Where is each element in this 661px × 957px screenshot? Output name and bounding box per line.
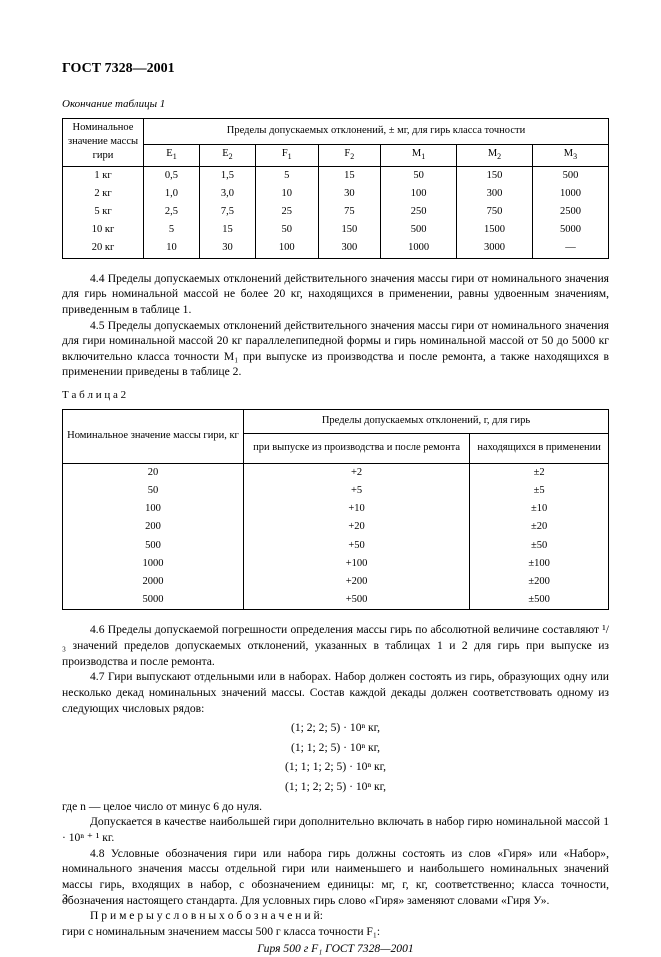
t2-cell: +2 bbox=[244, 463, 470, 482]
t2-cell: ±5 bbox=[470, 482, 609, 500]
para-4-6: 4.6 Пределы допускаемой погрешности опре… bbox=[62, 622, 609, 669]
t2-cell: ±200 bbox=[470, 573, 609, 591]
t2-sub2: находящихся в применении bbox=[470, 433, 609, 463]
series-line: (1; 1; 2; 5) · 10ⁿ кг, bbox=[62, 740, 609, 756]
t2-sub1: при выпуске из производства и после ремо… bbox=[244, 433, 470, 463]
t1-value-cell: 250 bbox=[381, 203, 457, 221]
t2-cell: ±20 bbox=[470, 518, 609, 536]
t1-value-cell: 1000 bbox=[381, 239, 457, 258]
t2-cell: ±500 bbox=[470, 591, 609, 610]
series-block: (1; 2; 2; 5) · 10ⁿ кг, (1; 1; 2; 5) · 10ⁿ… bbox=[62, 720, 609, 795]
t1-col0-header: Номинальное значение массы гири bbox=[63, 118, 144, 166]
t2-cell: 20 bbox=[63, 463, 244, 482]
t2-cell: +100 bbox=[244, 555, 470, 573]
t1-value-cell: 75 bbox=[318, 203, 381, 221]
table2: Номинальное значение массы гири, кг Пред… bbox=[62, 409, 609, 610]
t1-value-cell: 1,5 bbox=[199, 166, 255, 185]
para-4-8: 4.8 Условные обозначения гири или набора… bbox=[62, 846, 609, 909]
t1-value-cell: — bbox=[532, 239, 608, 258]
t2-cell: 2000 bbox=[63, 573, 244, 591]
t2-cell: 50 bbox=[63, 482, 244, 500]
t1-value-cell: 2500 bbox=[532, 203, 608, 221]
t1-value-cell: 5000 bbox=[532, 221, 608, 239]
t1-value-cell: 1500 bbox=[457, 221, 533, 239]
t1-value-cell: 1000 bbox=[532, 185, 608, 203]
t2-cell: +500 bbox=[244, 591, 470, 610]
t1-mass-cell: 10 кг bbox=[63, 221, 144, 239]
series-line: (1; 1; 2; 2; 5) · 10ⁿ кг, bbox=[62, 779, 609, 795]
t1-value-cell: 15 bbox=[199, 221, 255, 239]
page-number: 3 bbox=[62, 890, 68, 906]
t2-cell: 200 bbox=[63, 518, 244, 536]
t1-class-header: F1 bbox=[255, 144, 318, 166]
t1-value-cell: 150 bbox=[318, 221, 381, 239]
para-4-7-where: где n — целое число от минус 6 до нуля. bbox=[62, 799, 609, 815]
t1-value-cell: 3000 bbox=[457, 239, 533, 258]
t1-mass-cell: 20 кг bbox=[63, 239, 144, 258]
t2-cell: 500 bbox=[63, 537, 244, 555]
t1-value-cell: 30 bbox=[318, 185, 381, 203]
t1-value-cell: 300 bbox=[318, 239, 381, 258]
t1-value-cell: 500 bbox=[532, 166, 608, 185]
series-line: (1; 1; 1; 2; 5) · 10ⁿ кг, bbox=[62, 759, 609, 775]
t1-class-header: E2 bbox=[199, 144, 255, 166]
t1-mass-cell: 5 кг bbox=[63, 203, 144, 221]
t2-cell: ±100 bbox=[470, 555, 609, 573]
t1-value-cell: 0,5 bbox=[144, 166, 200, 185]
t2-cell: +10 bbox=[244, 500, 470, 518]
para-4-4: 4.4 Пределы допускаемых отклонений дейст… bbox=[62, 271, 609, 318]
para-4-5: 4.5 Пределы допускаемых отклонений дейст… bbox=[62, 318, 609, 381]
t1-value-cell: 10 bbox=[255, 185, 318, 203]
t1-value-cell: 150 bbox=[457, 166, 533, 185]
t2-cell: 5000 bbox=[63, 591, 244, 610]
t1-value-cell: 300 bbox=[457, 185, 533, 203]
example1: Гиря 500 г F₁ ГОСТ 7328—2001 bbox=[62, 941, 609, 957]
t1-value-cell: 100 bbox=[381, 185, 457, 203]
t1-value-cell: 2,5 bbox=[144, 203, 200, 221]
t2-col0-header: Номинальное значение массы гири, кг bbox=[63, 409, 244, 463]
t1-value-cell: 1,0 bbox=[144, 185, 200, 203]
t1-value-cell: 3,0 bbox=[199, 185, 255, 203]
t2-cell: 100 bbox=[63, 500, 244, 518]
t2-cell: ±50 bbox=[470, 537, 609, 555]
table2-caption: Т а б л и ц а 2 bbox=[62, 388, 609, 403]
t1-value-cell: 750 bbox=[457, 203, 533, 221]
series-line: (1; 2; 2; 5) · 10ⁿ кг, bbox=[62, 720, 609, 736]
t1-value-cell: 25 bbox=[255, 203, 318, 221]
t1-span-header: Пределы допускаемых отклонений, ± мг, дл… bbox=[144, 118, 609, 144]
para-4-7: 4.7 Гири выпускают отдельными или в набо… bbox=[62, 669, 609, 716]
t1-value-cell: 50 bbox=[255, 221, 318, 239]
t2-cell: +200 bbox=[244, 573, 470, 591]
t1-value-cell: 5 bbox=[144, 221, 200, 239]
t1-class-header: M3 bbox=[532, 144, 608, 166]
t2-span-header: Пределы допускаемых отклонений, г, для г… bbox=[244, 409, 609, 433]
t2-cell: +20 bbox=[244, 518, 470, 536]
t1-value-cell: 7,5 bbox=[199, 203, 255, 221]
t1-value-cell: 500 bbox=[381, 221, 457, 239]
t1-value-cell: 50 bbox=[381, 166, 457, 185]
t1-class-header: M1 bbox=[381, 144, 457, 166]
t1-value-cell: 5 bbox=[255, 166, 318, 185]
t2-cell: +5 bbox=[244, 482, 470, 500]
t1-class-header: E1 bbox=[144, 144, 200, 166]
t2-cell: 1000 bbox=[63, 555, 244, 573]
example1-intro: гири с номинальным значением массы 500 г… bbox=[62, 924, 609, 940]
table1-caption: Окончание таблицы 1 bbox=[62, 97, 609, 112]
t1-mass-cell: 1 кг bbox=[63, 166, 144, 185]
t2-cell: ±10 bbox=[470, 500, 609, 518]
table1: Номинальное значение массы гири Пределы … bbox=[62, 118, 609, 259]
t1-mass-cell: 2 кг bbox=[63, 185, 144, 203]
para-4-7-extra: Допускается в качестве наибольшей гири д… bbox=[62, 814, 609, 845]
examples-label: П р и м е р ы у с л о в н ы х о б о з н … bbox=[62, 908, 609, 924]
t1-value-cell: 100 bbox=[255, 239, 318, 258]
t1-class-header: F2 bbox=[318, 144, 381, 166]
t1-value-cell: 30 bbox=[199, 239, 255, 258]
t1-class-header: M2 bbox=[457, 144, 533, 166]
t1-value-cell: 15 bbox=[318, 166, 381, 185]
t2-cell: +50 bbox=[244, 537, 470, 555]
gost-header: ГОСТ 7328—2001 bbox=[62, 60, 609, 79]
t1-value-cell: 10 bbox=[144, 239, 200, 258]
t2-cell: ±2 bbox=[470, 463, 609, 482]
